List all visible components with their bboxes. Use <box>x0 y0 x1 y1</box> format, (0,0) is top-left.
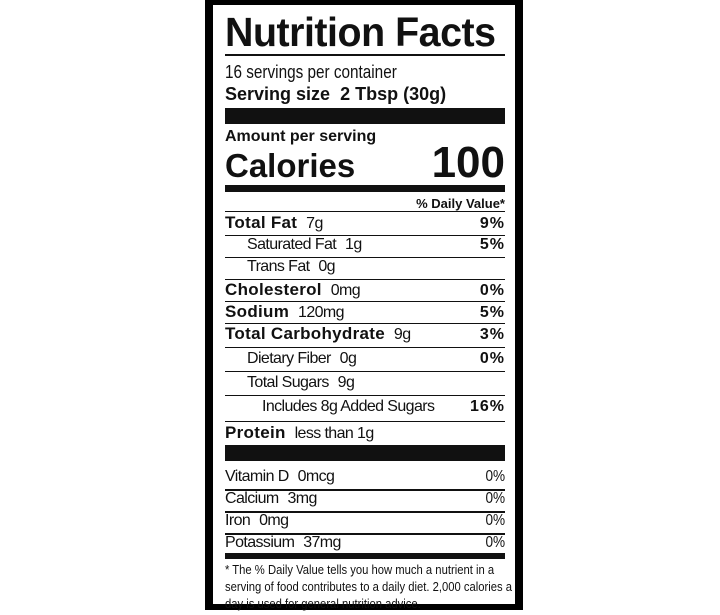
nutrient-amount: 0mg <box>330 282 361 299</box>
divider <box>225 371 505 372</box>
calories-value: 100 <box>431 138 505 187</box>
vitamin-row: Iron 0mg 0% <box>225 512 505 530</box>
nutrient-name: Total Sugars <box>247 374 329 391</box>
nutrient-daily-value: 5% <box>479 236 505 253</box>
vitamin-label: Vitamin D 0mcg <box>225 468 335 486</box>
nutrient-row: Sodium 120mg 5% <box>225 302 505 322</box>
divider <box>225 301 505 302</box>
nutrient-name: Total Carbohydrate <box>225 324 385 343</box>
footnote: * The % Daily Value tells you how much a… <box>225 563 513 611</box>
amount-per-serving: Amount per serving <box>225 128 377 145</box>
vitamin-row: Vitamin D 0mcg 0% <box>225 468 505 486</box>
vitamin-daily-value: 0% <box>485 512 505 529</box>
divider <box>225 395 505 396</box>
calories-label: Calories <box>225 147 356 184</box>
nutrient-daily-value: 5% <box>479 304 505 321</box>
nutrition-facts-label: Nutrition Facts 16 servings per containe… <box>205 0 523 611</box>
nutrient-row: Dietary Fiber 0g 0% <box>225 350 505 368</box>
vitamin-amount: 37mg <box>303 534 341 551</box>
vitamin-amount: 3mg <box>287 490 317 507</box>
nutrient-name: Total Fat <box>225 213 298 232</box>
serving-size-value: 2 Tbsp (30g) <box>340 84 447 104</box>
nutrient-row: Total Sugars 9g <box>225 374 505 392</box>
divider <box>225 323 505 324</box>
divider <box>225 347 505 348</box>
vitamin-daily-value: 0% <box>485 534 505 551</box>
vitamin-label: Calcium 3mg <box>225 490 317 508</box>
divider <box>225 211 505 212</box>
nutrient-amount: 7g <box>306 215 323 232</box>
nutrient-amount: less than 1g <box>294 425 375 442</box>
divider <box>225 279 505 280</box>
vitamin-row: Potassium 37mg 0% <box>225 534 505 552</box>
nutrient-name: Dietary Fiber <box>247 350 331 367</box>
nutrient-amount: 9g <box>337 374 355 391</box>
nutrient-daily-value: 3% <box>479 326 505 343</box>
medium-divider <box>225 185 505 192</box>
nutrient-label: Saturated Fat 1g <box>247 236 362 254</box>
nutrient-name: Trans Fat <box>247 258 310 275</box>
medium-divider <box>225 553 505 559</box>
vitamin-amount: 0mcg <box>297 468 335 485</box>
divider <box>225 511 505 513</box>
nutrient-amount: 120mg <box>298 304 345 321</box>
nutrient-row: Trans Fat 0g <box>225 258 505 276</box>
divider <box>225 257 505 258</box>
vitamin-label: Potassium 37mg <box>225 534 341 552</box>
nutrient-amount: 1g <box>345 236 362 253</box>
nutrient-label: Total Sugars 9g <box>247 374 355 392</box>
nutrient-amount: 0g <box>318 258 335 275</box>
divider <box>225 54 505 56</box>
calories-row: Calories 100 <box>225 141 505 185</box>
servings-per-container: 16 servings per container <box>225 62 397 82</box>
label-title: Nutrition Facts <box>225 9 496 55</box>
nutrient-daily-value: 16% <box>469 398 505 415</box>
nutrient-row: Total Fat 7g 9% <box>225 213 505 233</box>
nutrient-amount: 0g <box>339 350 357 367</box>
vitamin-name: Vitamin D <box>225 468 289 485</box>
nutrient-name: Protein <box>225 423 286 442</box>
vitamin-name: Iron <box>225 512 251 529</box>
nutrient-row: Cholesterol 0mg 0% <box>225 280 505 300</box>
divider <box>225 533 505 535</box>
vitamin-name: Calcium <box>225 490 279 507</box>
divider <box>225 489 505 491</box>
nutrient-label: Cholesterol 0mg <box>225 280 361 300</box>
nutrient-name: Cholesterol <box>225 280 322 299</box>
divider <box>225 421 505 422</box>
vitamin-daily-value: 0% <box>485 490 505 507</box>
vitamin-name: Potassium <box>225 534 295 551</box>
nutrient-label: Dietary Fiber 0g <box>247 350 357 368</box>
nutrient-name: Includes 8g Added Sugars <box>262 398 435 415</box>
serving-size-label: Serving size <box>225 84 331 104</box>
vitamin-label: Iron 0mg <box>225 512 289 530</box>
nutrient-daily-value: 0% <box>479 350 505 367</box>
divider <box>225 235 505 236</box>
nutrient-amount: 9g <box>393 326 411 343</box>
serving-size: Serving size 2 Tbsp (30g) <box>225 84 505 105</box>
daily-value-header: % Daily Value* <box>416 196 505 211</box>
vitamin-row: Calcium 3mg 0% <box>225 490 505 508</box>
nutrient-name: Saturated Fat <box>247 236 337 253</box>
nutrient-row: Total Carbohydrate 9g 3% <box>225 324 505 344</box>
nutrient-label: Protein less than 1g <box>225 423 374 443</box>
nutrient-row: Protein less than 1g <box>225 423 505 443</box>
nutrient-label: Trans Fat 0g <box>247 258 336 276</box>
vitamin-daily-value: 0% <box>485 468 505 485</box>
nutrient-daily-value: 9% <box>479 215 505 232</box>
nutrient-row: Includes 8g Added Sugars 16% <box>225 398 505 416</box>
nutrient-row: Saturated Fat 1g 5% <box>225 236 505 254</box>
nutrient-label: Total Fat 7g <box>225 213 323 233</box>
nutrient-label: Includes 8g Added Sugars <box>262 398 443 416</box>
nutrient-name: Sodium <box>225 302 290 321</box>
nutrient-label: Total Carbohydrate 9g <box>225 324 411 344</box>
thick-divider <box>225 108 505 124</box>
nutrient-label: Sodium 120mg <box>225 302 345 322</box>
nutrient-daily-value: 0% <box>479 282 505 299</box>
vitamin-amount: 0mg <box>259 512 289 529</box>
thick-divider <box>225 445 505 461</box>
